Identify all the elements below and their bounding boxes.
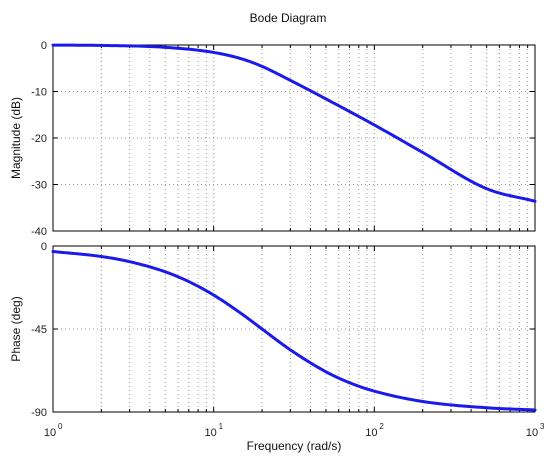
x-tick-label-base: 10 xyxy=(526,427,538,439)
x-tick-label: 100 xyxy=(44,422,63,439)
phase-y-tick-labels: 0 -45 -90 xyxy=(31,241,47,419)
phase-panel: 0 -45 -90 Phase (deg) xyxy=(9,241,537,419)
x-tick-label: 102 xyxy=(365,422,384,439)
y-tick-label: 0 xyxy=(41,40,47,52)
magnitude-panel: 0 -10 -20 -30 -40 Magnitude (dB) xyxy=(9,40,537,238)
magnitude-y-axis-label: Magnitude (dB) xyxy=(9,97,23,179)
x-tick-label-base: 10 xyxy=(44,427,56,439)
magnitude-curve xyxy=(51,43,537,203)
phase-tick-marks xyxy=(53,245,535,413)
x-tick-label-exponent: 1 xyxy=(219,422,224,431)
x-tick-label: 103 xyxy=(526,422,545,439)
y-tick-label: -45 xyxy=(31,324,47,336)
y-tick-label: -10 xyxy=(31,87,47,99)
phase-curve xyxy=(51,250,537,412)
magnitude-tick-marks xyxy=(53,44,535,232)
x-axis-label: Frequency (rad/s) xyxy=(247,439,342,453)
x-tick-label-exponent: 3 xyxy=(540,422,545,431)
y-tick-label: 0 xyxy=(41,241,47,253)
chart-title: Bode Diagram xyxy=(250,11,327,25)
x-tick-label-exponent: 2 xyxy=(379,422,384,431)
magnitude-y-tick-labels: 0 -10 -20 -30 -40 xyxy=(31,40,47,238)
y-tick-label: -30 xyxy=(31,180,47,192)
x-tick-label-base: 10 xyxy=(365,427,377,439)
phase-grid xyxy=(53,246,535,412)
x-tick-label: 101 xyxy=(205,422,224,439)
y-tick-label: -20 xyxy=(31,133,47,145)
magnitude-grid xyxy=(53,45,535,231)
y-tick-label: -90 xyxy=(31,407,47,419)
x-tick-label-base: 10 xyxy=(205,427,217,439)
x-tick-label-exponent: 0 xyxy=(58,422,63,431)
y-tick-label: -40 xyxy=(31,226,47,238)
phase-y-axis-label: Phase (deg) xyxy=(9,296,23,361)
